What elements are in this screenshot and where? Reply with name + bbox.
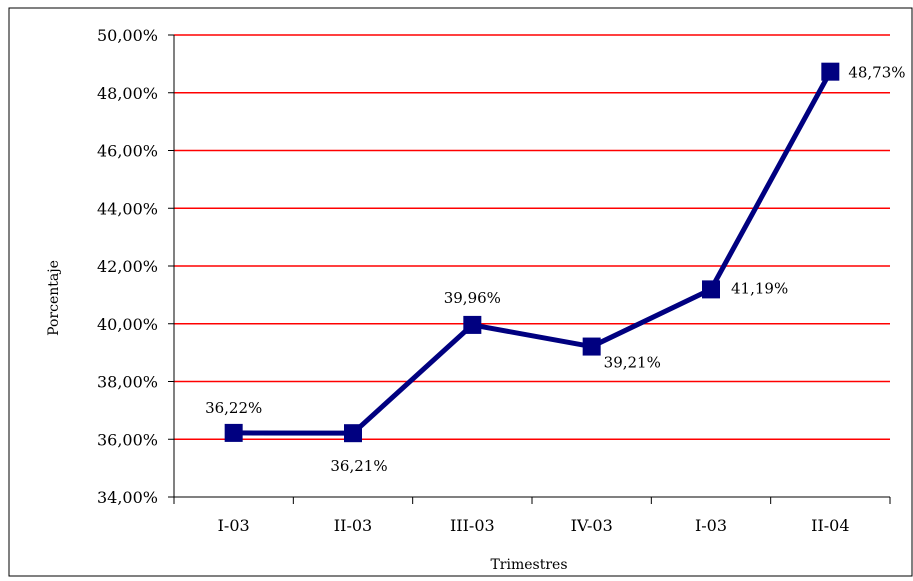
y-tick-label: 34,00%	[97, 488, 158, 507]
data-label: 41,19%	[731, 279, 788, 297]
x-tick-label: I-03	[218, 516, 250, 535]
data-label: 36,21%	[330, 457, 387, 475]
data-label: 39,96%	[444, 289, 501, 307]
y-tick-label: 42,00%	[97, 257, 158, 276]
data-label: 39,21%	[604, 354, 661, 372]
y-tick-label: 46,00%	[97, 142, 158, 161]
x-tick-label: III-03	[450, 516, 495, 535]
x-tick-label: II-03	[334, 516, 372, 535]
y-tick-label: 38,00%	[97, 373, 158, 392]
labels: 34,00% 36,00% 38,00% 40,00% 42,00% 44,00% 46,0…	[97, 26, 906, 535]
x-tick-label: IV-03	[571, 516, 613, 535]
x-axis-title: Trimestres	[490, 557, 567, 573]
data-point-marker	[702, 280, 720, 299]
y-tick-label: 44,00%	[97, 199, 158, 218]
x-tick-label: I-03	[695, 516, 727, 535]
data-point-marker	[582, 337, 601, 356]
y-tick-label: 48,00%	[97, 84, 158, 103]
series-line	[233, 70, 833, 436]
x-tick-label: II-04	[811, 516, 849, 535]
data-point-marker	[344, 424, 362, 443]
data-label: 48,73%	[848, 64, 905, 82]
y-tick-label: 50,00%	[97, 26, 158, 45]
y-tick-label: 36,00%	[97, 430, 158, 449]
gridlines	[174, 34, 890, 440]
data-point-marker	[821, 62, 840, 81]
chart-border	[8, 7, 913, 577]
data-label: 36,22%	[205, 399, 262, 417]
y-tick-label: 40,00%	[97, 315, 158, 334]
y-axis-title: Porcentaje	[46, 260, 62, 336]
series	[224, 62, 840, 443]
axes	[168, 34, 891, 504]
data-point-marker	[224, 423, 243, 442]
data-point-marker	[463, 315, 482, 334]
